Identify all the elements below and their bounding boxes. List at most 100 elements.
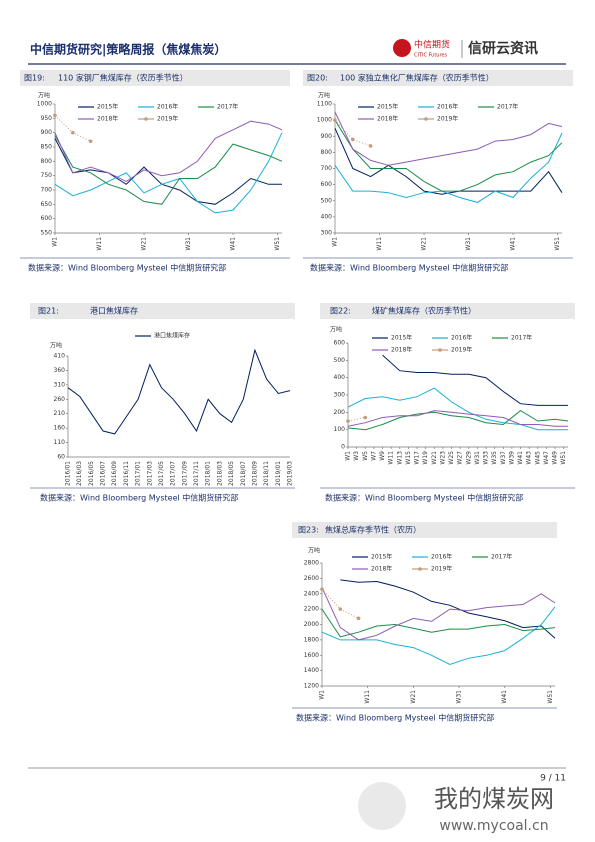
x-tick-label: 2017/01 [135,461,142,486]
legend-label: 2019年 [437,115,458,123]
header-title: 中信期货研究|策略周报（焦煤焦炭） [30,42,226,57]
y-unit: 万吨 [318,92,330,100]
series-line [321,606,556,666]
y-tick-label: 2600 [304,575,319,582]
figure-bar [30,303,295,319]
x-tick-label: W41 [230,237,237,251]
x-tick-label: W25 [448,451,455,465]
x-tick-label: W35 [491,451,498,465]
figure-source: 数据来源：Wind Bloomberg Mysteel 中信期货研究部 [296,713,494,723]
series-marker [363,415,368,420]
x-tick-label: W15 [405,451,412,465]
y-unit: 万吨 [308,547,320,555]
series-line [382,354,568,406]
series-line [347,410,568,427]
y-tick-label: 600 [321,181,333,188]
x-tick-label: 2018/09 [251,461,258,486]
legend-marker [144,117,148,121]
legend-label: 2015年 [377,103,398,111]
figure-bar [320,303,575,319]
figure-title: 100 家独立焦化厂焦煤库存（农历季节性） [340,73,494,83]
x-tick-label: W39 [508,451,515,465]
y-tick-label: 650 [41,201,53,208]
x-tick-label: W5 [362,451,369,461]
x-tick-label: W51 [274,237,281,251]
series-marker [333,118,337,122]
y-tick-label: 850 [41,144,53,151]
series-line [321,588,359,619]
x-tick-label: W41 [501,690,508,704]
figure-source: 数据来源：Wind Bloomberg Mysteel 中信期货研究部 [310,263,508,273]
legend-label: 2015年 [371,553,392,561]
x-tick-label: 2018/01 [205,461,212,486]
figure-label: 图20: [307,74,328,83]
legend-label: 2016年 [451,334,472,342]
x-tick-label: W33 [483,451,490,465]
y-tick-label: 600 [334,340,346,347]
y-tick-label: 950 [41,115,53,122]
watermark-name: 我的煤炭网 [434,785,554,813]
series-line [67,348,291,435]
legend-label: 2015年 [97,103,118,111]
y-unit: 万吨 [50,342,62,350]
series-marker [88,139,93,144]
x-tick-label: W21 [421,237,428,251]
x-tick-label: W13 [396,451,403,465]
series-marker [320,587,324,591]
x-tick-label: W21 [431,451,438,465]
figure-title: 煤矿焦煤库存（农历季节性） [372,306,476,316]
x-tick-label: W1 [319,690,326,700]
series-marker [368,144,373,148]
x-tick-label: W29 [465,451,472,465]
x-tick-label: W1 [345,451,352,461]
y-tick-label: 260 [54,396,66,403]
series-marker [351,137,355,142]
y-tick-label: 900 [321,133,333,140]
y-tick-label: 1000 [317,117,332,124]
logo-en: CITIC Futures [414,53,447,59]
x-tick-label: W47 [543,451,550,465]
x-tick-label: W23 [439,451,446,465]
x-tick-label: 2016/07 [100,461,107,486]
figure-label: 图21: [38,307,59,316]
legend-label: 2017年 [497,103,518,111]
legend-marker [438,348,442,352]
series-marker [346,419,350,423]
legend-label: 2016年 [157,103,178,111]
legend-label: 2016年 [431,553,452,561]
y-tick-label: 200 [334,409,346,416]
x-tick-label: W1 [52,237,59,247]
figure-title: 港口焦煤库存 [90,306,138,316]
x-tick-label: W49 [552,451,559,465]
legend-label: 2018年 [97,115,118,123]
legend-label: 2017年 [511,334,532,342]
series-line [54,132,283,214]
series-marker [53,113,57,118]
y-tick-label: 1600 [304,652,319,659]
y-tick-label: 60 [57,454,65,461]
y-tick-label: 500 [334,357,346,364]
x-tick-label: 2018/03 [216,461,223,486]
y-tick-label: 110 [54,439,66,446]
x-tick-label: W45 [534,451,541,465]
series-line [321,608,556,638]
x-tick-label: 2018/05 [228,461,235,486]
legend-marker [424,117,428,121]
figure-source: 数据来源：Wind Bloomberg Mysteel 中信期货研究部 [28,263,226,273]
y-tick-label: 1000 [37,101,52,108]
y-tick-label: 2000 [304,621,319,628]
figure-label: 图23: [298,526,319,535]
x-tick-label: W43 [526,451,533,465]
figure-bar [292,522,557,538]
x-tick-label: W1 [332,237,339,247]
x-tick-label: W21 [410,690,417,704]
series-line [334,127,563,195]
y-tick-label: 500 [321,197,333,204]
y-unit: 万吨 [330,326,342,334]
x-tick-label: 2019/03 [287,461,294,486]
page-number: 9 / 11 [540,774,566,784]
series-line [54,120,283,182]
x-tick-label: 2018/07 [240,461,247,486]
series-line [54,135,283,205]
